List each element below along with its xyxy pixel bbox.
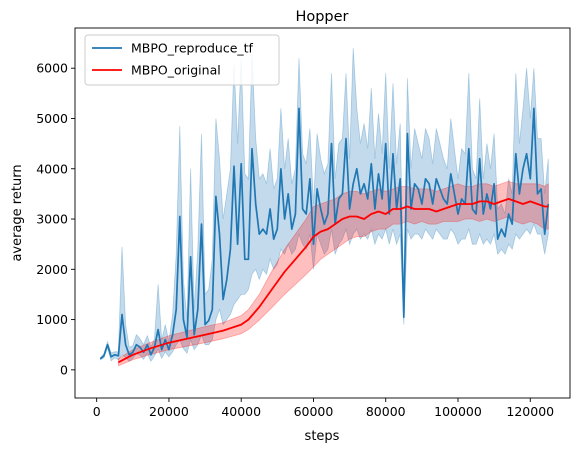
y-tick-label: 6000: [36, 61, 68, 76]
chart-title: Hopper: [295, 9, 348, 25]
x-tick-label: 0: [93, 404, 101, 419]
y-tick-label: 0: [60, 362, 68, 377]
x-tick-label: 80000: [366, 404, 406, 419]
y-axis: 0 1000 2000 3000 4000 5000 6000: [36, 61, 75, 377]
series-line-2: [117, 197, 549, 364]
series-line-1: [99, 107, 550, 360]
legend-box: [84, 34, 280, 86]
x-tick-label: 100000: [434, 404, 482, 419]
y-tick-label: 5000: [36, 111, 68, 126]
y-tick-label: 3000: [36, 212, 68, 227]
x-tick-label: 20000: [149, 404, 189, 419]
plot-area: [99, 48, 550, 367]
legend-label-2: MBPO_original: [131, 63, 221, 78]
y-tick-label: 2000: [36, 262, 68, 277]
legend-label-1: MBPO_reproduce_tf: [131, 41, 254, 56]
plot-frame: [74, 27, 571, 399]
x-tick-label: 60000: [294, 404, 334, 419]
y-tick-label: 1000: [36, 312, 68, 327]
x-tick-label: 120000: [506, 404, 554, 419]
x-tick-label: 40000: [221, 404, 261, 419]
legend: MBPO_reproduce_tf MBPO_original: [84, 34, 280, 86]
x-axis: 0 20000 40000 60000 80000 100000 120000: [93, 398, 554, 419]
x-axis-label: steps: [305, 429, 340, 444]
y-tick-label: 4000: [36, 161, 68, 176]
y-axis-label: average return: [10, 164, 25, 261]
